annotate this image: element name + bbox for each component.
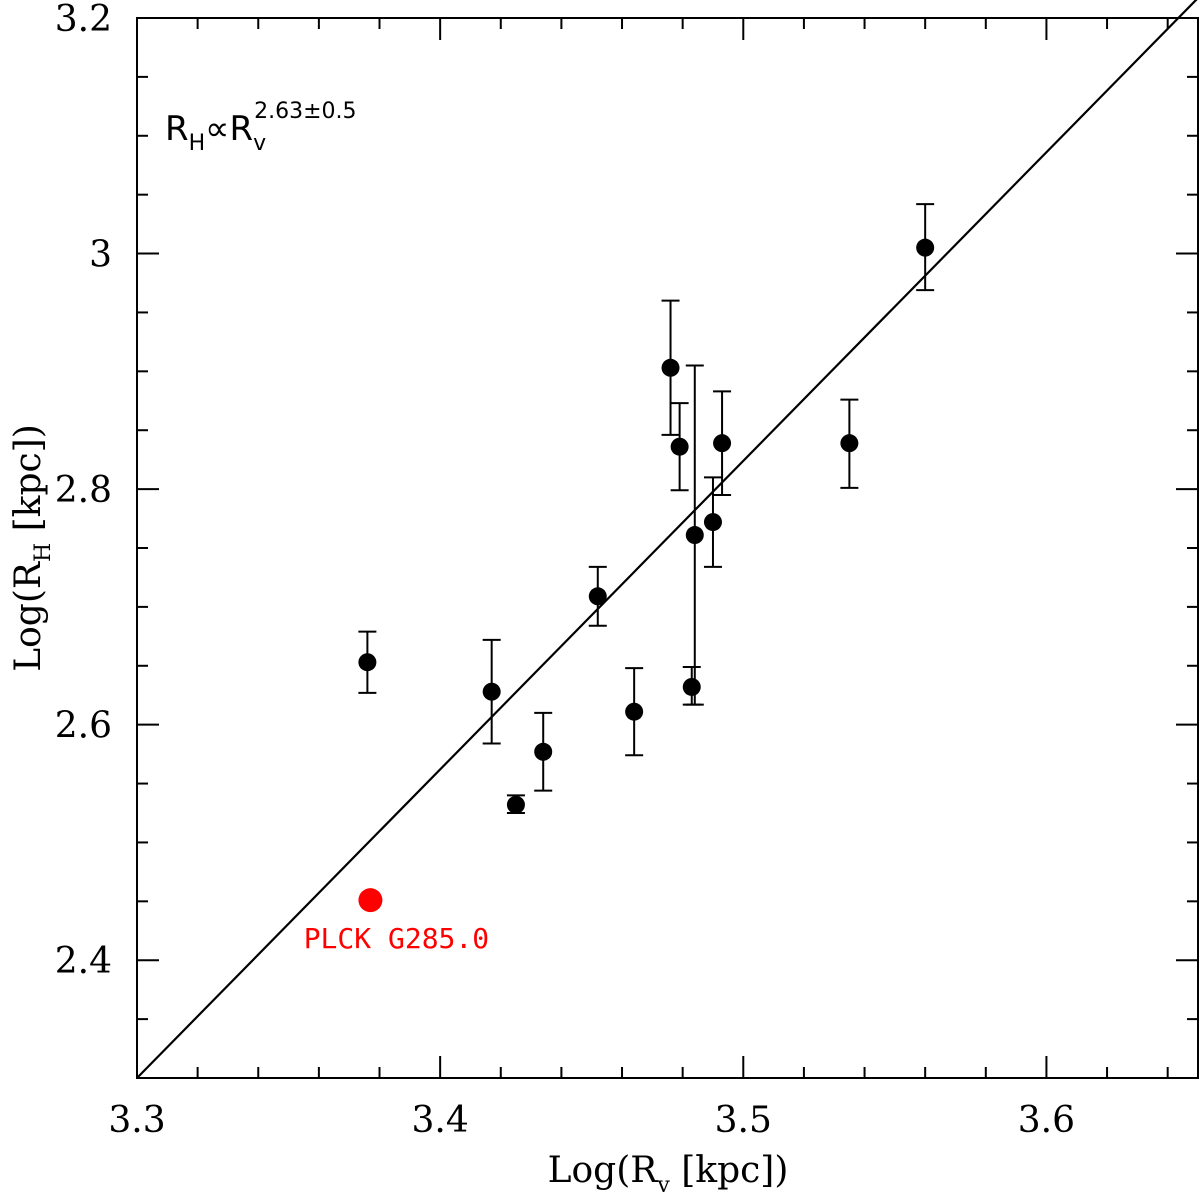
data-point	[358, 653, 377, 672]
axis-ticks: 3.3 3.4 3.5 3.6 2.4 2.6 2.8 3 3.2	[55, 0, 1198, 1141]
data-point	[588, 587, 607, 606]
power-law-annotation: RH∝Rv2.63±0.5	[165, 99, 357, 156]
data-point	[682, 677, 701, 696]
highlight-point-label: PLCK G285.0	[304, 922, 489, 955]
data-point	[534, 742, 553, 761]
data-point	[685, 526, 704, 545]
data-point	[703, 513, 722, 532]
x-tick-label: 3.3	[108, 1100, 165, 1141]
data-point	[840, 434, 859, 453]
y-axis-title: Log(RH [kpc])	[8, 424, 56, 672]
plot-area	[136, 17, 1199, 1079]
y-tick-label: 2.4	[55, 941, 112, 982]
fit-line	[136, 0, 1198, 1079]
highlight-data-point	[358, 888, 383, 913]
x-axis-title: Log(Rv [kpc])	[548, 1150, 789, 1198]
data-point	[661, 358, 680, 377]
y-tick-label: 2.6	[55, 706, 112, 747]
plot-frame	[136, 17, 1199, 1079]
x-tick-label: 3.4	[412, 1100, 469, 1141]
data-marks	[136, 0, 1198, 1079]
data-point	[482, 682, 501, 701]
data-point	[916, 238, 935, 257]
y-tick-label: 2.8	[55, 470, 112, 511]
data-point	[670, 437, 689, 456]
y-tick-label: 3.2	[55, 0, 112, 40]
data-point	[625, 702, 644, 721]
x-tick-label: 3.5	[715, 1100, 772, 1141]
data-point	[713, 434, 732, 453]
data-point	[506, 795, 525, 814]
x-tick-label: 3.6	[1018, 1100, 1075, 1141]
y-tick-label: 3	[89, 235, 112, 276]
